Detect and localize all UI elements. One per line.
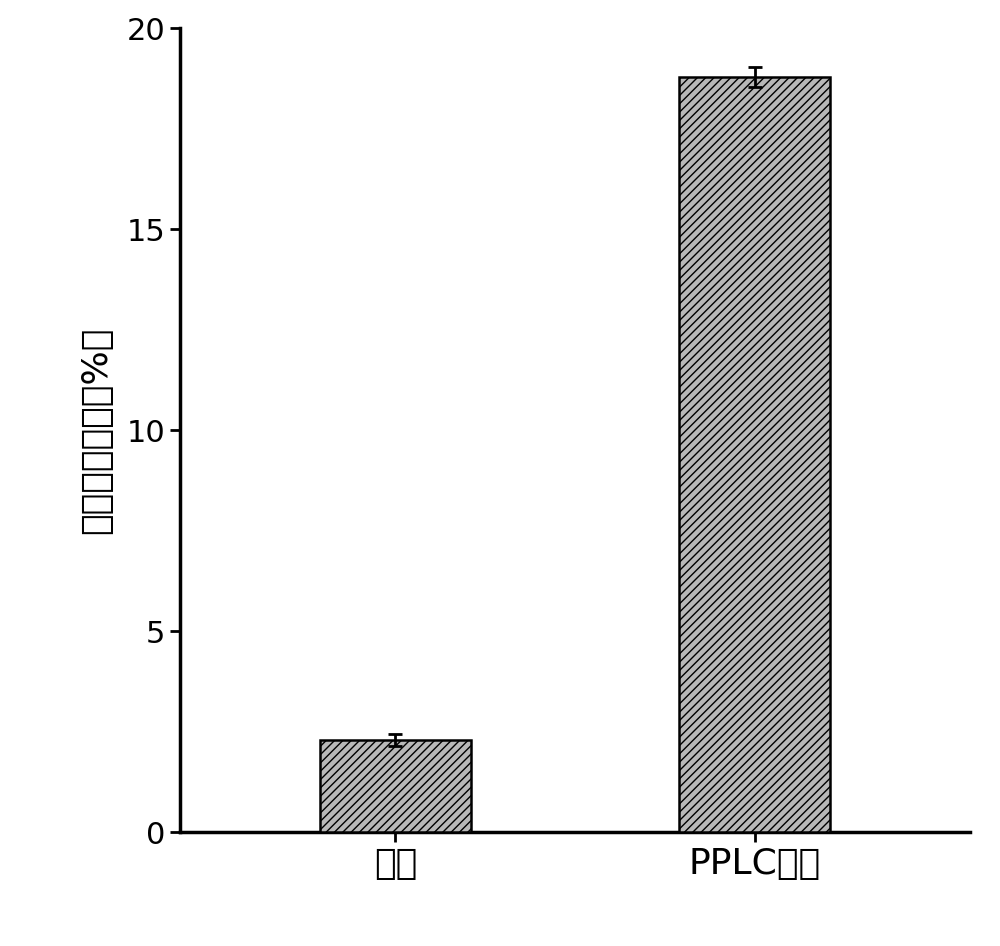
- Bar: [679, 77, 830, 832]
- Bar: [320, 740, 471, 832]
- Y-axis label: 纤维素去除率（%）: 纤维素去除率（%）: [79, 326, 113, 534]
